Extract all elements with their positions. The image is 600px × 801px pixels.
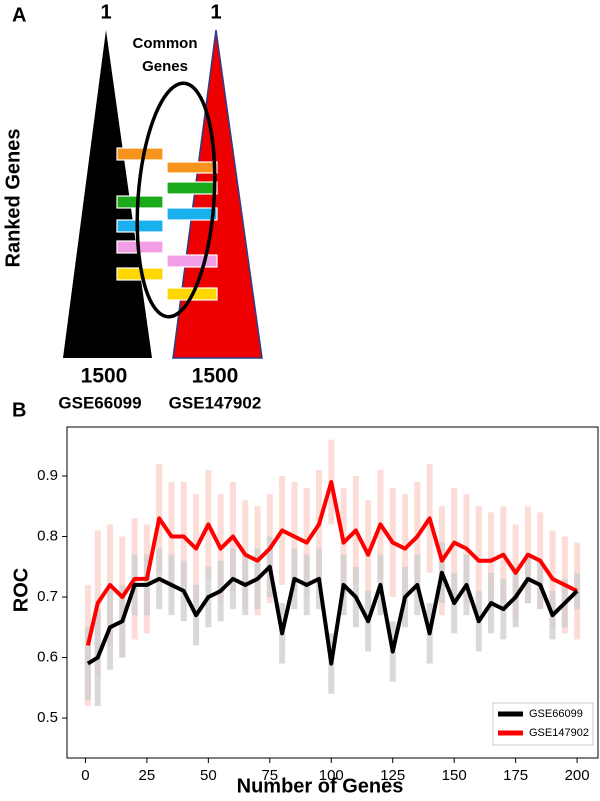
gene-bar [166,207,218,221]
x-tick-label: 50 [200,767,217,784]
dataset-label: GSE66099 [58,393,141,412]
top-rank: 1 [100,1,111,23]
series-line [86,564,579,666]
dataset-label: GSE147902 [169,393,262,412]
legend-box [492,702,594,746]
series-line [85,480,578,646]
x-tick-label: 25 [139,767,156,784]
gene-bar [166,181,218,195]
legend-label: GSE147902 [529,727,589,739]
y-axis-label: ROC [10,568,32,612]
plot-frame [66,426,599,759]
gene-bar [116,219,164,233]
x-tick-label: 125 [380,767,405,784]
legend-label: GSE66099 [529,708,583,720]
common-ellipse [135,81,217,319]
gene-bar [166,161,218,174]
bottom-rank: 1500 [81,365,128,388]
y-tick-label: 0.5 [37,709,58,726]
x-axis-label: Number of Genes [237,775,404,797]
y-tick-label: 0.6 [37,649,58,666]
panel-a: A 1 1 Common Genes Ranked Genes 1500 150… [2,1,263,412]
x-tick-label: 150 [442,767,467,784]
x-tick-label: 175 [503,767,528,784]
gene-bar [116,147,164,161]
common-label: Common [133,35,198,52]
panel-label: B [12,399,26,421]
common-label: Genes [142,58,188,75]
y-tick-label: 0.8 [37,527,58,544]
top-rank: 1 [210,1,221,23]
x-tick-label: 75 [261,767,278,784]
x-tick-label: 100 [319,767,344,784]
bottom-rank: 1500 [192,365,239,388]
y-tick-label: 0.7 [37,588,58,605]
x-tick-label: 200 [565,767,590,784]
y-tick-label: 0.9 [37,467,58,484]
axis-label: Ranked Genes [2,129,24,268]
gene-bar [116,195,164,209]
x-tick-label: 0 [81,767,89,784]
gene-bar [166,254,218,268]
panel-label: A [12,4,26,26]
plot: 0 25 50 75 100 125 150 175 200 0.5 0.6 0.7 0.8 0.9 GSE… [37,439,594,784]
